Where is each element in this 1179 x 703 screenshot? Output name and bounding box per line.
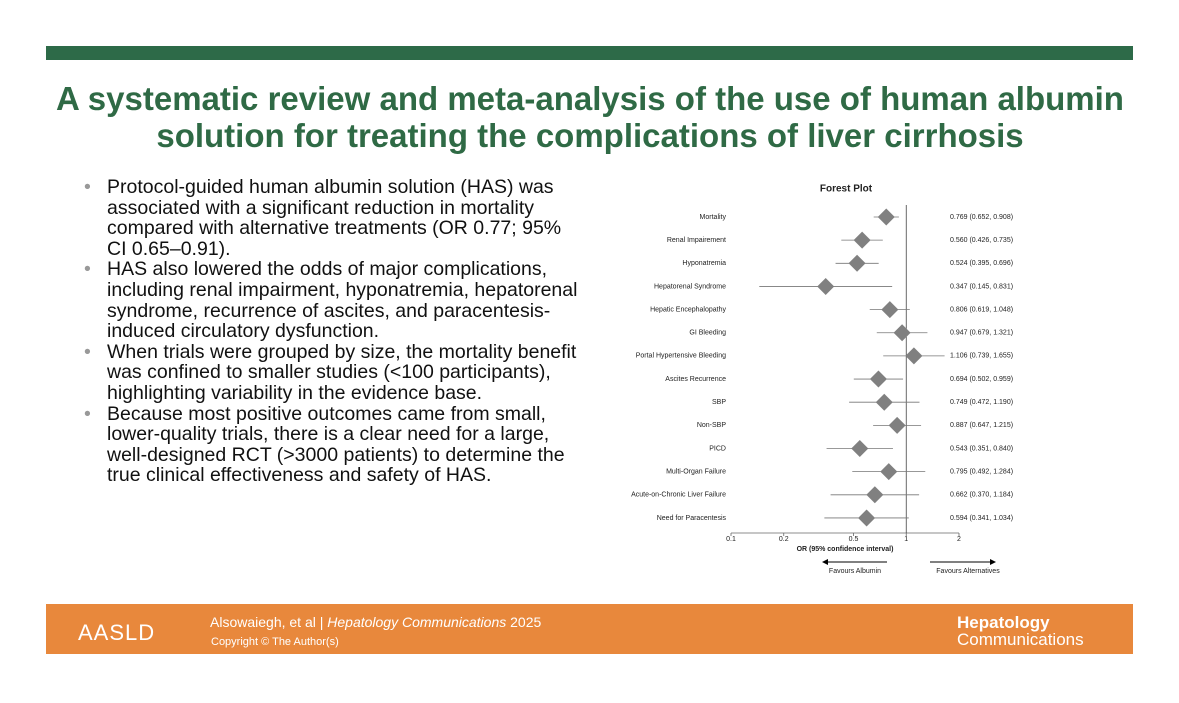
row-label: Multi-Organ Failure — [666, 468, 726, 475]
row-label: Ascites Recurrence — [665, 376, 726, 383]
bullet: HAS also lowered the odds of major compl… — [84, 259, 584, 341]
bullet: Protocol-guided human albumin solution (… — [84, 177, 584, 259]
x-tick-label: 0.2 — [779, 536, 789, 543]
point-estimate — [880, 463, 898, 481]
year: 2025 — [510, 614, 542, 630]
copyright: Copyright © The Author(s) — [211, 636, 339, 648]
x-tick-label: 1 — [904, 536, 908, 543]
value-label: 0.887 (0.647, 1.215) — [950, 422, 1013, 429]
point-estimate — [877, 208, 895, 226]
row-label: GI Bleeding — [689, 330, 726, 337]
point-estimate — [853, 231, 871, 249]
point-estimate — [866, 486, 884, 504]
brand-bottom: Communications — [957, 630, 1084, 649]
x-tick-label: 2 — [957, 536, 961, 543]
citation: Alsowaiegh, et al | Hepatology Communica… — [210, 614, 541, 630]
row-label: Acute-on-Chronic Liver Failure — [631, 492, 726, 499]
point-estimate — [817, 277, 835, 295]
row-label: Portal Hypertensive Bleeding — [636, 353, 726, 360]
annotation: Favours Albumin — [829, 568, 881, 575]
value-label: 0.694 (0.502, 0.959) — [950, 376, 1013, 383]
row-label: PICD — [709, 445, 726, 452]
value-label: 1.106 (0.739, 1.655) — [950, 353, 1013, 360]
value-label: 0.769 (0.652, 0.908) — [950, 214, 1013, 221]
value-label: 0.749 (0.472, 1.190) — [950, 399, 1013, 406]
value-label: 0.347 (0.145, 0.831) — [950, 283, 1013, 290]
x-tick-label: 0.1 — [726, 536, 736, 543]
row-label: Hyponatremia — [682, 260, 726, 267]
value-label: 0.524 (0.395, 0.696) — [950, 260, 1013, 267]
logo: AASLD — [78, 620, 156, 645]
bullet-list: Protocol-guided human albumin solution (… — [84, 177, 584, 486]
value-label: 0.947 (0.679, 1.321) — [950, 330, 1013, 337]
row-label: SBP — [712, 399, 726, 406]
row-label: Non-SBP — [697, 422, 727, 429]
row-label: Need for Paracentesis — [657, 515, 727, 522]
slide-title: A systematic review and meta-analysis of… — [56, 80, 1124, 154]
row-label: Renal Impairement — [667, 237, 726, 244]
point-estimate — [893, 324, 911, 342]
point-estimate — [905, 347, 923, 365]
value-label: 0.594 (0.341, 1.034) — [950, 515, 1013, 522]
x-axis-label: OR (95% confidence interval) — [797, 546, 894, 553]
value-label: 0.543 (0.351, 0.840) — [950, 445, 1013, 452]
chart-title: Forest Plot — [820, 184, 873, 195]
value-label: 0.795 (0.492, 1.284) — [950, 468, 1013, 475]
bullet: When trials were grouped by size, the mo… — [84, 341, 584, 404]
row-label: Hepatorenal Syndrome — [654, 283, 726, 290]
brand-top: Hepatology — [957, 613, 1050, 632]
journal: Hepatology Communications — [327, 614, 507, 630]
point-estimate — [869, 370, 887, 388]
forest-plot: Forest Plot OR (95% confidence interval)… — [631, 184, 1013, 575]
value-label: 0.662 (0.370, 1.184) — [950, 492, 1013, 499]
separator: | — [319, 614, 324, 630]
point-estimate — [881, 301, 899, 319]
point-estimate — [858, 509, 876, 527]
value-label: 0.560 (0.426, 0.735) — [950, 237, 1013, 244]
bullet: Because most positive outcomes came from… — [84, 403, 584, 486]
row-label: Mortality — [700, 214, 727, 221]
footer-bar: AASLD Alsowaiegh, et al | Hepatology Com… — [46, 604, 1133, 654]
value-label: 0.806 (0.619, 1.048) — [950, 306, 1013, 313]
annotation: Favours Alternatives — [936, 568, 1000, 575]
row-label: Hepatic Encephalopathy — [650, 306, 726, 313]
point-estimate — [875, 393, 893, 411]
point-estimate — [851, 440, 869, 457]
authors: Alsowaiegh, et al — [210, 614, 316, 630]
point-estimate — [888, 416, 906, 434]
point-estimate — [848, 254, 866, 272]
top-bar — [46, 46, 1133, 60]
x-tick-label: 0.5 — [849, 536, 859, 543]
